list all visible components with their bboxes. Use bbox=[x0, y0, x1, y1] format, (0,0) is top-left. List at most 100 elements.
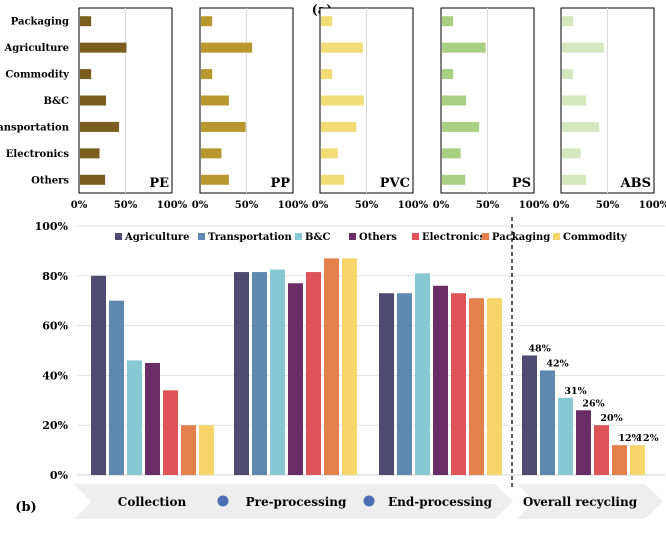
bar bbox=[562, 69, 574, 80]
bar bbox=[321, 16, 333, 27]
category-label: Packaging bbox=[11, 17, 69, 28]
legend-item: Others bbox=[349, 232, 397, 243]
legend-label: Transportation bbox=[208, 232, 292, 243]
bar bbox=[324, 258, 339, 475]
legend-swatch bbox=[295, 233, 302, 240]
data-label: 12% bbox=[636, 433, 658, 444]
bar bbox=[522, 355, 537, 475]
bar bbox=[415, 273, 430, 475]
bar bbox=[252, 272, 267, 475]
panel-a: Packaging Agriculture Commodity B&C Transpor… bbox=[0, 7, 666, 211]
bar bbox=[442, 174, 466, 185]
y-tick-label: 100% bbox=[35, 220, 69, 233]
x-tick-label: 0% bbox=[553, 200, 570, 211]
bar bbox=[201, 95, 229, 106]
x-tick-label: 0% bbox=[312, 200, 329, 211]
y-tick-label: 40% bbox=[42, 369, 68, 382]
polymer-label: PP bbox=[270, 176, 290, 191]
category-label: Agriculture bbox=[4, 43, 70, 54]
bar bbox=[562, 174, 587, 185]
category-label: Others bbox=[31, 175, 69, 186]
bar bbox=[80, 42, 127, 53]
bar bbox=[201, 121, 246, 132]
x-tick-label: 0% bbox=[192, 200, 209, 211]
x-tick-label: 50% bbox=[114, 200, 138, 211]
x-tick-label: 0% bbox=[71, 200, 88, 211]
data-label: 12% bbox=[618, 433, 640, 444]
y-tick-label: 20% bbox=[42, 419, 68, 432]
small-multiple-pe: PE 0% 50% 100% bbox=[71, 7, 188, 211]
legend-item: Electronics bbox=[412, 232, 486, 243]
bar bbox=[540, 370, 555, 475]
bar bbox=[562, 148, 581, 159]
legend-label: Commodity bbox=[563, 232, 628, 243]
bar bbox=[201, 42, 253, 53]
process-arrow bbox=[74, 484, 513, 519]
panel-b-label: (b) bbox=[15, 500, 36, 515]
x-tick-label: 50% bbox=[596, 200, 620, 211]
legend-label: B&C bbox=[305, 232, 330, 243]
y-tick-label: 60% bbox=[42, 320, 68, 333]
bar bbox=[594, 425, 609, 475]
bar bbox=[201, 174, 229, 185]
legend-item: Agriculture bbox=[115, 232, 190, 243]
bar bbox=[80, 16, 92, 27]
x-tick-label: 100% bbox=[398, 200, 429, 211]
x-tick-label: 100% bbox=[519, 200, 550, 211]
overall-arrow bbox=[517, 484, 663, 519]
bar bbox=[487, 298, 502, 475]
legend-swatch bbox=[412, 233, 419, 240]
data-label: 48% bbox=[528, 343, 550, 354]
bar bbox=[612, 445, 627, 475]
bar bbox=[576, 410, 591, 475]
bar bbox=[442, 95, 467, 106]
small-multiple-ps: PS 0% 50% 100% bbox=[433, 7, 550, 211]
x-tick-label: 50% bbox=[235, 200, 259, 211]
legend-swatch bbox=[482, 233, 489, 240]
bar bbox=[321, 95, 364, 106]
small-multiple-pp: PP 0% 50% 100% bbox=[192, 7, 309, 211]
stage-label: Pre-processing bbox=[246, 495, 347, 509]
polymer-label: ABS bbox=[620, 176, 651, 191]
bar bbox=[181, 425, 196, 475]
legend-label: Others bbox=[359, 232, 397, 243]
x-tick-label: 50% bbox=[355, 200, 379, 211]
data-label: 31% bbox=[564, 386, 586, 397]
bar bbox=[321, 148, 338, 159]
bar bbox=[201, 16, 213, 27]
legend-item: B&C bbox=[295, 232, 330, 243]
bar bbox=[321, 42, 363, 53]
legend-swatch bbox=[115, 233, 122, 240]
bar bbox=[80, 69, 92, 80]
category-label: B&C bbox=[44, 96, 69, 107]
polymer-label: PVC bbox=[380, 176, 410, 191]
data-label: 20% bbox=[600, 413, 622, 424]
category-label: Commodity bbox=[5, 70, 70, 81]
legend-swatch bbox=[198, 233, 205, 240]
x-tick-label: 0% bbox=[433, 200, 450, 211]
category-label: Transportation bbox=[0, 122, 70, 133]
stage-label: Collection bbox=[118, 495, 187, 509]
legend-label: Packaging bbox=[492, 232, 550, 243]
bar bbox=[433, 285, 448, 475]
stage-label: End-processing bbox=[388, 495, 493, 509]
small-multiple-abs: ABS 0% 50% 100% bbox=[553, 7, 666, 211]
bar bbox=[442, 42, 486, 53]
legend-swatch bbox=[553, 233, 560, 240]
bar bbox=[288, 283, 303, 475]
bar bbox=[109, 300, 124, 475]
polymer-label: PE bbox=[149, 176, 169, 191]
bar bbox=[451, 293, 466, 475]
data-label: 26% bbox=[582, 398, 604, 409]
bar bbox=[80, 174, 106, 185]
legend-item: Packaging bbox=[482, 232, 550, 243]
bar bbox=[91, 275, 106, 475]
bar bbox=[321, 69, 333, 80]
x-tick-label: 100% bbox=[639, 200, 666, 211]
x-tick-label: 50% bbox=[476, 200, 500, 211]
bar bbox=[80, 148, 100, 159]
bar bbox=[562, 121, 600, 132]
bar bbox=[201, 69, 213, 80]
bar bbox=[442, 16, 454, 27]
